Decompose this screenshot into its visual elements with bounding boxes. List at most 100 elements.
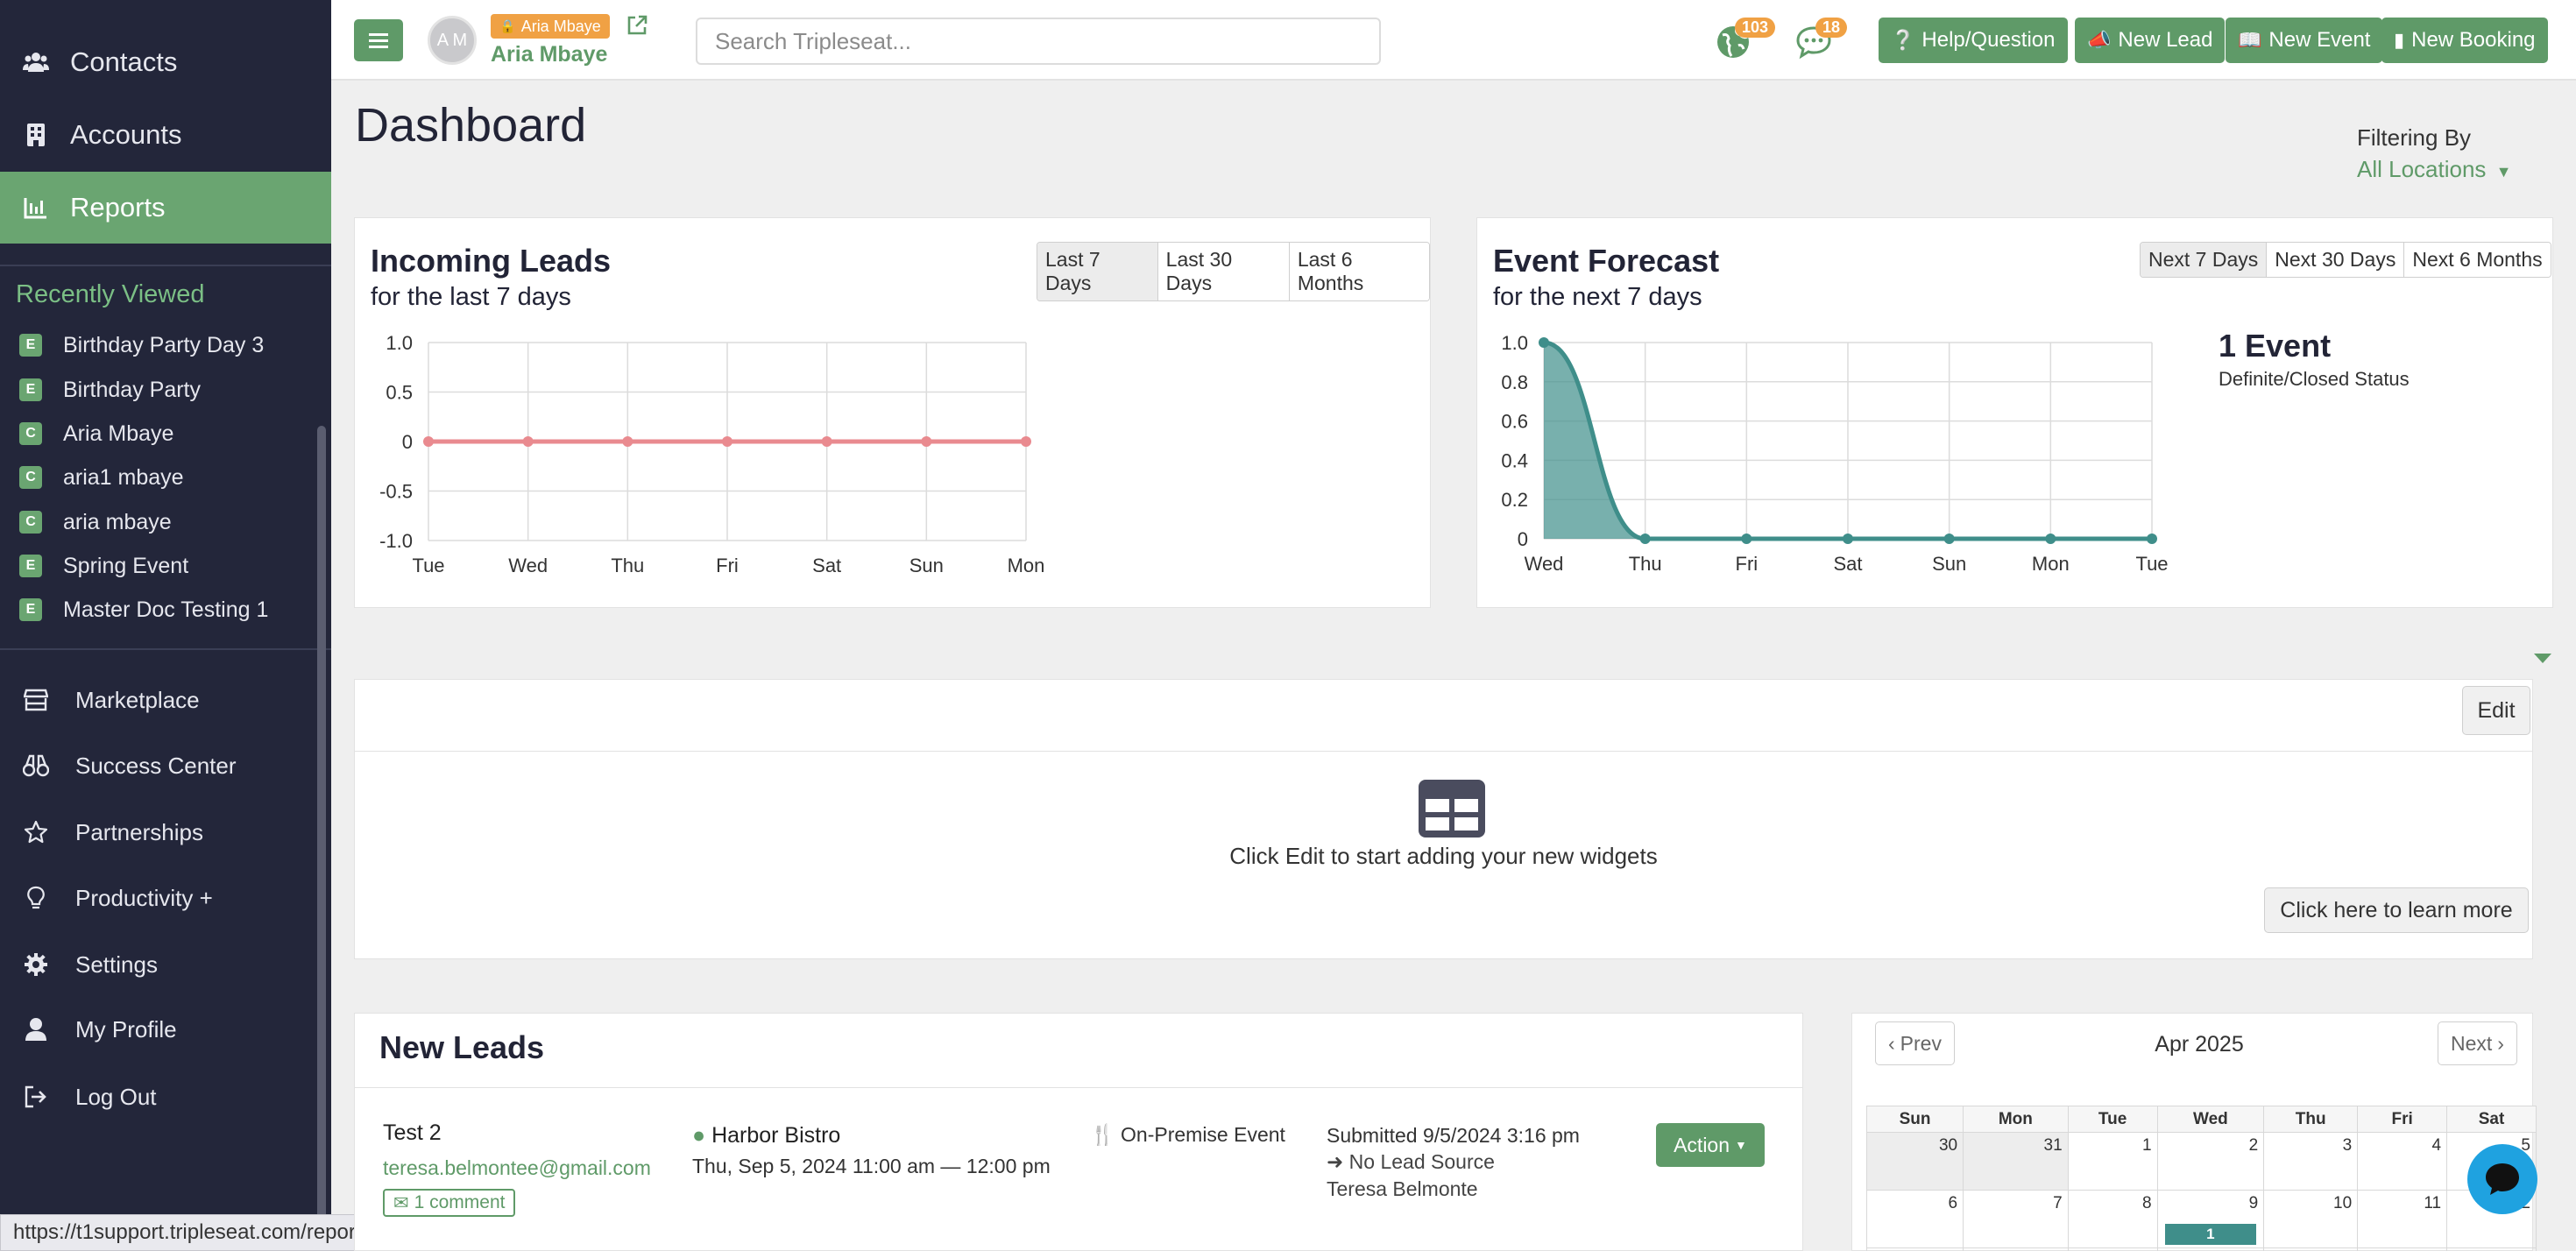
y-tick-label: 0.2 xyxy=(1501,489,1528,511)
help-question-button[interactable]: ❔ Help/Question xyxy=(1879,18,2068,63)
chevron-right-icon: › xyxy=(2497,1031,2504,1055)
widgets-empty-message: Click Edit to start adding your new widg… xyxy=(1229,843,1658,869)
range-last-30-days[interactable]: Last 30 Days xyxy=(1157,243,1290,300)
support-chat-button[interactable] xyxy=(2467,1144,2537,1214)
new-booking-button[interactable]: ▮ New Booking xyxy=(2381,18,2548,63)
comments-badge[interactable]: ✉ 1 comment xyxy=(383,1189,516,1217)
x-tick-label: Sun xyxy=(1932,553,1966,575)
record-type-badge: E xyxy=(19,334,42,357)
messages-button[interactable]: 18 xyxy=(1794,18,1848,61)
y-tick-label: 0.6 xyxy=(1501,411,1528,433)
sidebar-item-label: Success Center xyxy=(75,752,237,779)
sidebar-item-my-profile[interactable]: My Profile xyxy=(23,1010,177,1049)
calendar-day[interactable]: 10 xyxy=(2263,1190,2359,1248)
sidebar-item-marketplace[interactable]: Marketplace xyxy=(23,681,200,719)
new-leads-panel: New Leads xyxy=(354,1013,1803,1251)
lead-action-button[interactable]: Action ▼ xyxy=(1656,1123,1765,1167)
lead-source: ➜ No Lead Source xyxy=(1327,1150,1495,1174)
gear-icon xyxy=(23,951,49,978)
weekday-header: Mon xyxy=(1963,1106,2069,1133)
calendar-day[interactable]: 13 xyxy=(1865,1247,1964,1251)
calendar-day[interactable]: 7 xyxy=(1963,1190,2069,1248)
range-next-6-months[interactable]: Next 6 Months xyxy=(2404,243,2551,277)
calendar-day[interactable]: 31 xyxy=(1963,1132,2069,1191)
calendar-day[interactable]: 15 xyxy=(2067,1247,2158,1251)
sidebar-item-label: Accounts xyxy=(70,119,182,150)
external-link-icon[interactable] xyxy=(626,14,648,37)
new-event-button[interactable]: 📖 New Event xyxy=(2226,18,2383,63)
y-tick-label: 1.0 xyxy=(1501,332,1528,354)
sidebar-item-partnerships[interactable]: Partnerships xyxy=(23,813,203,852)
lead-event-type: 🍴 On-Premise Event xyxy=(1090,1123,1285,1147)
x-tick-label: Thu xyxy=(1629,553,1662,575)
lead-datetime: Thu, Sep 5, 2024 11:00 am — 12:00 pm xyxy=(692,1155,1051,1177)
y-tick-label: 0.8 xyxy=(1501,371,1528,393)
recent-item[interactable]: C Aria Mbaye xyxy=(19,416,173,451)
calendar-day[interactable]: 18 xyxy=(2357,1247,2448,1251)
sidebar-item-success-center[interactable]: Success Center xyxy=(23,746,237,785)
record-type-badge: C xyxy=(19,511,42,534)
x-tick-label: Wed xyxy=(508,555,548,576)
learn-more-button[interactable]: Click here to learn more xyxy=(2264,887,2529,933)
sidebar-scrollbar[interactable] xyxy=(317,426,326,1240)
chevron-left-icon: ‹ xyxy=(1888,1031,1895,1055)
user-tag-label: Aria Mbaye xyxy=(520,17,601,35)
map-pin-icon: ● xyxy=(692,1123,706,1148)
sidebar-item-contacts[interactable]: Contacts xyxy=(0,26,331,98)
y-tick-label: -1.0 xyxy=(379,530,413,552)
range-next-30-days[interactable]: Next 30 Days xyxy=(2267,243,2405,277)
sidebar-item-log-out[interactable]: Log Out xyxy=(23,1078,157,1116)
calendar-event-badge[interactable]: 1 xyxy=(2164,1224,2257,1245)
top-bar: A M 🔒 Aria Mbaye Aria Mbaye 103 18 ❔ Hel… xyxy=(331,0,2576,81)
lead-email-link[interactable]: teresa.belmontee@gmail.com xyxy=(383,1156,651,1179)
range-last-7-days[interactable]: Last 7 Days xyxy=(1037,243,1158,300)
range-last-6-months[interactable]: Last 6 Months xyxy=(1289,243,1429,300)
calendar-day[interactable]: 17 xyxy=(2263,1247,2359,1251)
message-count-badge: 18 xyxy=(1815,18,1848,38)
avatar[interactable]: A M xyxy=(428,16,477,65)
contacts-icon xyxy=(23,49,49,75)
notifications-globe-button[interactable]: 103 xyxy=(1714,18,1776,61)
calendar-day[interactable]: 8 xyxy=(2067,1190,2158,1248)
calendar-day[interactable]: 11 xyxy=(2357,1190,2448,1248)
recent-item[interactable]: E Master Doc Testing 1 xyxy=(19,592,268,627)
new-lead-button[interactable]: 📣 New Lead xyxy=(2075,18,2226,63)
lead-name[interactable]: Test 2 xyxy=(383,1120,442,1145)
calendar-next-button[interactable]: Next › xyxy=(2438,1021,2517,1065)
location-filter-dropdown[interactable]: All Locations ▼ xyxy=(2357,156,2511,183)
recent-item[interactable]: E Birthday Party Day 3 xyxy=(19,328,264,363)
data-point xyxy=(1943,534,1955,544)
event-forecast-range-selector: Next 7 Days Next 30 Days Next 6 Months xyxy=(2140,242,2551,278)
menu-toggle-button[interactable] xyxy=(354,19,403,61)
weekday-header: Thu xyxy=(2263,1106,2359,1133)
calendar-day[interactable]: 2 xyxy=(2156,1132,2265,1191)
calendar-day-number: 7 xyxy=(2053,1194,2063,1212)
recent-item[interactable]: E Spring Event xyxy=(19,548,188,583)
edit-widgets-button[interactable]: Edit xyxy=(2462,686,2530,735)
collapse-arrow-icon[interactable] xyxy=(2534,654,2551,663)
calendar-day[interactable]: 14 xyxy=(1963,1247,2069,1251)
sidebar-item-settings[interactable]: Settings xyxy=(23,945,158,984)
calendar-day[interactable]: 16 xyxy=(2156,1247,2265,1251)
user-name-link[interactable]: Aria Mbaye xyxy=(491,42,608,67)
weekday-header: Sun xyxy=(1865,1106,1964,1133)
event-forecast-subtitle: for the next 7 days xyxy=(1493,283,1702,311)
range-next-7-days[interactable]: Next 7 Days xyxy=(2141,243,2268,277)
sidebar-item-reports[interactable]: Reports xyxy=(0,172,331,244)
calendar-day[interactable]: 1 xyxy=(2067,1132,2158,1191)
weekday-header: Fri xyxy=(2357,1106,2448,1133)
calendar-day[interactable]: 19 xyxy=(2446,1247,2537,1251)
calendar-day[interactable]: 4 xyxy=(2357,1132,2448,1191)
calendar-day[interactable]: 6 xyxy=(1865,1190,1964,1248)
data-point xyxy=(1539,337,1549,348)
calendar-day[interactable]: 30 xyxy=(1865,1132,1964,1191)
recent-item[interactable]: E Birthday Party xyxy=(19,372,201,407)
search-input[interactable] xyxy=(696,18,1381,65)
sidebar-item-accounts[interactable]: Accounts xyxy=(0,99,331,171)
calendar-prev-button[interactable]: ‹ Prev xyxy=(1875,1021,1955,1065)
sidebar-item-productivity[interactable]: Productivity + xyxy=(23,879,213,917)
calendar-day[interactable]: 3 xyxy=(2263,1132,2359,1191)
